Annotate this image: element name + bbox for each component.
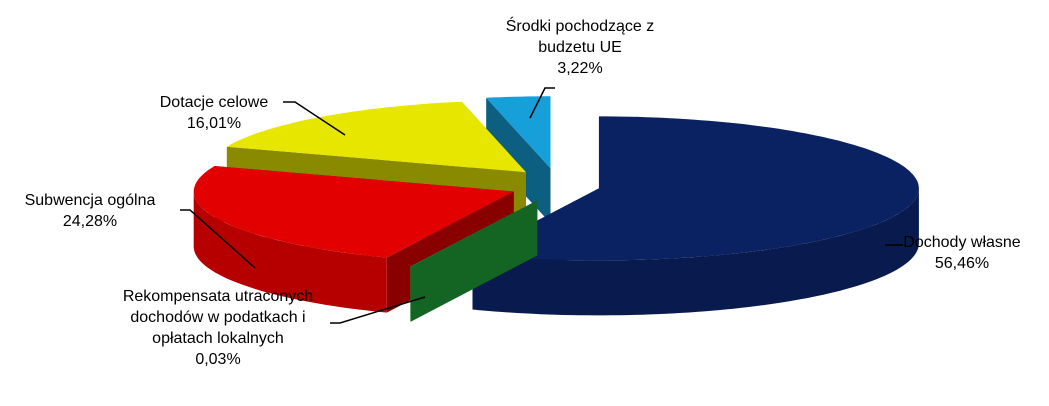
- category-label: Rekompensata utraconych dochodów w podat…: [122, 288, 314, 347]
- slice-side: [472, 188, 919, 316]
- data-label: Środki pochodzące z budzetu UE 3,22%: [485, 16, 675, 79]
- value-label: 56,46%: [934, 255, 990, 272]
- value-label: 24,28%: [62, 213, 118, 230]
- data-label: Rekompensata utraconych dochodów w podat…: [98, 286, 338, 370]
- slice: [410, 200, 538, 267]
- leader-line: [180, 209, 256, 269]
- data-label: Dochody własne 56,46%: [882, 232, 1042, 274]
- leader-lines: [180, 87, 903, 324]
- slice-side: [410, 266, 411, 322]
- category-label: Dotacje celowe: [159, 94, 269, 111]
- category-label: Środki pochodzące z budzetu UE: [505, 18, 655, 56]
- value-label: 3,22%: [557, 60, 603, 77]
- value-label: 0,03%: [195, 351, 241, 368]
- slice: [226, 101, 527, 173]
- value-label: 16,01%: [186, 115, 242, 132]
- slice-side: [193, 191, 387, 313]
- leader-line: [283, 101, 346, 136]
- leader-line: [330, 296, 426, 324]
- slice: [486, 96, 551, 169]
- leader-line: [529, 87, 555, 119]
- data-label: Dotacje celowe 16,01%: [134, 92, 294, 134]
- category-label: Dochody własne: [903, 234, 1021, 251]
- category-label: Subwencja ogólna: [24, 192, 156, 209]
- data-label: Subwencja ogólna 24,28%: [0, 190, 180, 232]
- slice-wall: [410, 200, 538, 322]
- slice-wall: [486, 97, 551, 224]
- slice: [472, 116, 919, 261]
- slice: [193, 166, 514, 258]
